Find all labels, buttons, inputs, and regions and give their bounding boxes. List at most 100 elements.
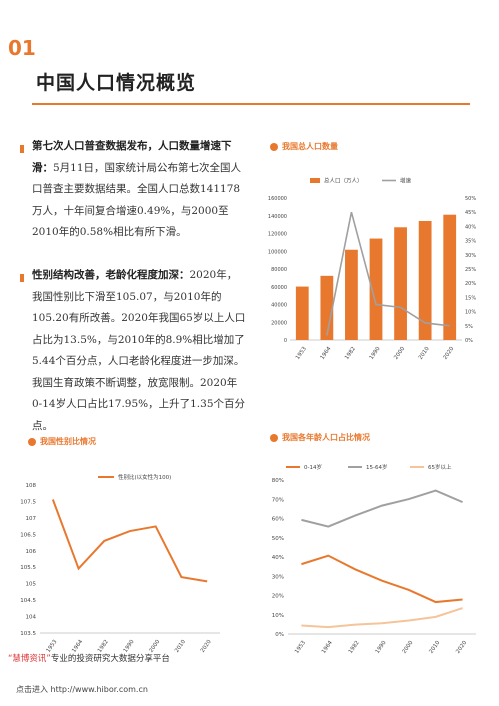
y-tick: 40% bbox=[272, 555, 284, 561]
y-tick-left: 40000 bbox=[271, 303, 287, 309]
x-tick: 1964 bbox=[321, 640, 334, 655]
x-tick: 1953 bbox=[294, 640, 307, 655]
y-tick: 30% bbox=[272, 574, 284, 580]
y-tick: 20% bbox=[272, 594, 284, 600]
y-tick-right: 50% bbox=[465, 196, 476, 202]
y-tick-left: 60000 bbox=[271, 285, 287, 291]
bar-1964 bbox=[320, 275, 334, 340]
x-tick: 1982 bbox=[344, 346, 357, 361]
chart-sex-ratio: 103.5 104 104.5 105 105.5 106 106.5 107 107.5 108… bbox=[20, 473, 220, 654]
y-tick: 70% bbox=[272, 497, 284, 503]
paragraph-population-body: 5月11日，国家统计局公布第七次全国人口普查主要数据结果。全国人口总数14117… bbox=[32, 161, 242, 239]
y-tick-left: 120000 bbox=[268, 232, 287, 238]
chart-sex-ratio-title: 我国性别比情况 bbox=[40, 437, 96, 446]
age-line-0 bbox=[301, 554, 463, 604]
y-tick-right: 30% bbox=[465, 253, 476, 259]
y-tick: 108 bbox=[26, 483, 37, 489]
x-tick: 2010 bbox=[428, 640, 441, 655]
y-tick: 104 bbox=[26, 615, 37, 621]
legend-label: 0-14岁 bbox=[304, 463, 322, 471]
x-tick: 2000 bbox=[402, 640, 415, 655]
footer-brand-line: “慧博资讯”专业的投资研究大数据分享平台 bbox=[8, 652, 170, 664]
y-tick: 107 bbox=[26, 516, 37, 522]
y-tick-right: 25% bbox=[465, 267, 476, 273]
chart-population: 0 20000 40000 60000 80000 100000 120000 140000 1… bbox=[268, 177, 476, 361]
y-tick-right: 10% bbox=[465, 310, 476, 316]
y-tick: 0% bbox=[275, 632, 284, 638]
chart-title-dot-icon bbox=[28, 437, 36, 446]
y-tick-right: 40% bbox=[465, 224, 476, 230]
legend-label: 65岁以上 bbox=[428, 463, 452, 471]
x-tick: 1990 bbox=[375, 640, 388, 655]
y-tick-right: 15% bbox=[465, 295, 476, 301]
x-tick: 2000 bbox=[393, 346, 406, 361]
paragraph-structure: 性别结构改善，老龄化程度加深：2020年，我国性别比下滑至105.07，与201… bbox=[32, 265, 246, 437]
sex-ratio-line bbox=[51, 499, 208, 583]
page-title: 中国人口情况概览 bbox=[36, 72, 197, 94]
paragraph-population-lead: 第七次人口普查数据发布，人口数量增速下滑： bbox=[32, 140, 232, 174]
y-tick: 10% bbox=[272, 613, 284, 619]
legend-swatch-bar bbox=[310, 178, 320, 183]
y-tick: 50% bbox=[272, 536, 284, 542]
x-tick: 2020 bbox=[442, 346, 455, 361]
bar-2020 bbox=[443, 214, 457, 340]
y-tick: 104.5 bbox=[20, 598, 36, 604]
y-tick: 105.5 bbox=[20, 565, 36, 571]
y-tick-right: 5% bbox=[465, 324, 473, 330]
y-tick-right: 20% bbox=[465, 281, 476, 287]
bullet-marker bbox=[20, 274, 24, 282]
y-tick-left: 160000 bbox=[268, 196, 287, 202]
legend-label: 15-64岁 bbox=[366, 463, 387, 471]
chart-sex-ratio-title-row: 我国性别比情况 bbox=[28, 436, 96, 447]
x-tick: 1953 bbox=[295, 346, 308, 361]
age-line-2 bbox=[301, 607, 463, 629]
footer-tagline: 专业的投资研究大数据分享平台 bbox=[50, 654, 170, 664]
y-tick: 80% bbox=[272, 478, 284, 484]
y-tick: 60% bbox=[272, 517, 284, 523]
growth-rate-line bbox=[326, 211, 450, 336]
y-tick: 103.5 bbox=[20, 631, 36, 637]
y-tick-left: 140000 bbox=[268, 214, 287, 220]
age-line-1 bbox=[301, 489, 463, 528]
legend-label: 性别比(以女性为100) bbox=[118, 473, 171, 481]
bar-1990 bbox=[369, 238, 383, 340]
x-tick: 2020 bbox=[200, 639, 213, 654]
x-tick: 1964 bbox=[320, 346, 333, 361]
bar-2010 bbox=[418, 220, 432, 340]
y-tick-left: 20000 bbox=[271, 320, 287, 326]
x-tick: 1990 bbox=[369, 346, 382, 361]
chart-population-title: 我国总人口数量 bbox=[282, 142, 338, 151]
y-tick: 106.5 bbox=[20, 532, 36, 538]
chart-age-title: 我国各年龄人口占比情况 bbox=[282, 433, 370, 442]
y-tick-right: 45% bbox=[465, 210, 476, 216]
y-tick: 107.5 bbox=[20, 499, 36, 505]
x-tick: 1982 bbox=[348, 640, 361, 655]
chart-population-title-row: 我国总人口数量 bbox=[270, 141, 338, 152]
y-tick: 106 bbox=[26, 549, 37, 555]
title-rule bbox=[32, 103, 470, 105]
y-tick-right: 0% bbox=[465, 338, 473, 344]
legend-label-line: 增速 bbox=[400, 177, 412, 185]
y-tick-right: 35% bbox=[465, 239, 476, 245]
chart-age-title-row: 我国各年龄人口占比情况 bbox=[270, 432, 370, 443]
x-tick: 2010 bbox=[174, 639, 187, 654]
footer-brand: “慧博资讯” bbox=[8, 654, 51, 664]
chart-age-structure: 0% 10% 20% 30% 40% 50% 60% 70% 80% 0-14岁 15-64岁 65岁… bbox=[272, 463, 476, 655]
footer-link[interactable]: 点击进入 http://www.hibor.com.cn bbox=[16, 685, 148, 694]
paragraph-population: 第七次人口普查数据发布，人口数量增速下滑：5月11日，国家统计局公布第七次全国人… bbox=[32, 136, 246, 244]
bullet-marker bbox=[20, 145, 24, 153]
y-tick: 105 bbox=[26, 582, 37, 588]
paragraph-structure-body: 2020年，我国性别比下滑至105.07，与2010年的105.20有所改善。2… bbox=[32, 269, 246, 432]
bar-2000 bbox=[394, 227, 407, 340]
y-tick-left: 100000 bbox=[268, 249, 287, 255]
bar-1953 bbox=[295, 286, 309, 340]
chart-title-dot-icon bbox=[270, 433, 278, 442]
x-tick: 2010 bbox=[418, 346, 431, 361]
legend-label-bar: 总人口（万人） bbox=[324, 177, 363, 185]
y-tick-left: 0 bbox=[284, 338, 287, 344]
chart-title-dot-icon bbox=[270, 142, 278, 151]
section-number: 01 bbox=[8, 36, 36, 60]
x-tick: 2020 bbox=[455, 640, 468, 655]
y-tick-left: 80000 bbox=[271, 267, 287, 273]
paragraph-structure-lead: 性别结构改善，老龄化程度加深： bbox=[32, 269, 190, 281]
